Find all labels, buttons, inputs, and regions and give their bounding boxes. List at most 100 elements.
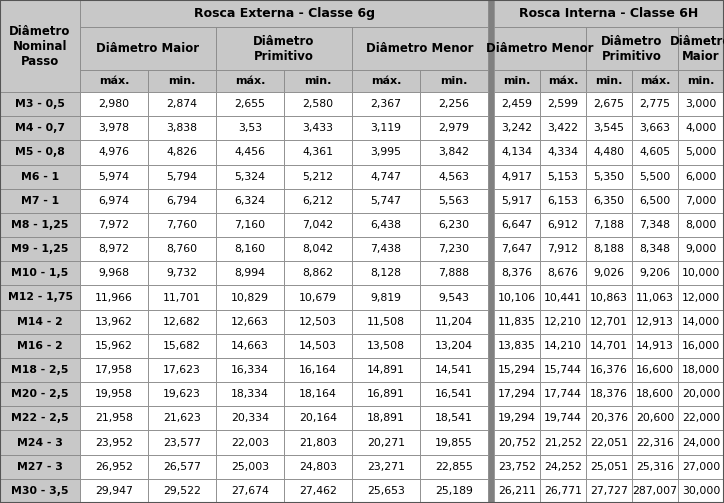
Bar bbox=[352, 92, 420, 116]
Text: 15,682: 15,682 bbox=[163, 341, 201, 351]
Bar bbox=[0, 140, 80, 164]
Text: 19,855: 19,855 bbox=[435, 438, 473, 448]
Text: 16,600: 16,600 bbox=[636, 365, 674, 375]
Bar bbox=[284, 140, 352, 164]
Text: 7,888: 7,888 bbox=[439, 268, 469, 278]
Text: 11,204: 11,204 bbox=[435, 317, 473, 326]
Bar bbox=[284, 213, 352, 237]
Bar bbox=[494, 334, 540, 358]
Text: 7,647: 7,647 bbox=[502, 244, 532, 254]
Text: 25,316: 25,316 bbox=[636, 462, 674, 472]
Bar bbox=[80, 431, 148, 455]
Bar bbox=[216, 455, 284, 479]
Text: 14,663: 14,663 bbox=[231, 341, 269, 351]
Bar bbox=[216, 261, 284, 285]
Bar bbox=[540, 406, 586, 431]
Bar bbox=[586, 92, 632, 116]
Text: M22 - 2,5: M22 - 2,5 bbox=[11, 413, 69, 424]
Text: 9,732: 9,732 bbox=[167, 268, 198, 278]
Text: 12,663: 12,663 bbox=[231, 317, 269, 326]
Bar bbox=[540, 479, 586, 503]
Bar bbox=[678, 92, 724, 116]
Bar bbox=[488, 0, 494, 503]
Text: 11,701: 11,701 bbox=[163, 293, 201, 302]
Bar bbox=[586, 382, 632, 406]
Text: 27,000: 27,000 bbox=[682, 462, 720, 472]
Text: 10,863: 10,863 bbox=[590, 293, 628, 302]
Bar bbox=[148, 479, 216, 503]
Bar bbox=[632, 237, 678, 261]
Text: M18 - 2,5: M18 - 2,5 bbox=[12, 365, 69, 375]
Text: máx.: máx. bbox=[640, 76, 670, 86]
Text: 17,958: 17,958 bbox=[95, 365, 133, 375]
Text: 13,835: 13,835 bbox=[498, 341, 536, 351]
Text: 6,912: 6,912 bbox=[547, 220, 578, 230]
Bar bbox=[216, 406, 284, 431]
Bar bbox=[678, 27, 724, 70]
Text: 18,376: 18,376 bbox=[590, 389, 628, 399]
Text: 26,211: 26,211 bbox=[498, 486, 536, 496]
Bar bbox=[420, 189, 488, 213]
Text: Rosca Externa - Classe 6g: Rosca Externa - Classe 6g bbox=[193, 7, 374, 20]
Text: máx.: máx. bbox=[548, 76, 578, 86]
Bar bbox=[678, 116, 724, 140]
Text: 21,958: 21,958 bbox=[95, 413, 133, 424]
Bar bbox=[632, 455, 678, 479]
Bar bbox=[0, 334, 80, 358]
Text: 4,826: 4,826 bbox=[167, 147, 198, 157]
Bar bbox=[148, 358, 216, 382]
Bar bbox=[148, 406, 216, 431]
Text: 8,994: 8,994 bbox=[235, 268, 266, 278]
Text: 16,891: 16,891 bbox=[367, 389, 405, 399]
Bar bbox=[216, 70, 284, 92]
Text: 23,271: 23,271 bbox=[367, 462, 405, 472]
Text: 20,334: 20,334 bbox=[231, 413, 269, 424]
Bar bbox=[540, 285, 586, 309]
Bar bbox=[494, 406, 540, 431]
Bar bbox=[0, 213, 80, 237]
Bar bbox=[284, 92, 352, 116]
Bar bbox=[216, 334, 284, 358]
Bar bbox=[148, 309, 216, 334]
Text: 6,324: 6,324 bbox=[235, 196, 266, 206]
Bar bbox=[216, 431, 284, 455]
Bar bbox=[216, 285, 284, 309]
Bar bbox=[678, 382, 724, 406]
Bar bbox=[586, 406, 632, 431]
Bar bbox=[678, 189, 724, 213]
Bar bbox=[420, 213, 488, 237]
Text: 6,438: 6,438 bbox=[371, 220, 402, 230]
Bar bbox=[352, 261, 420, 285]
Text: 20,600: 20,600 bbox=[636, 413, 674, 424]
Bar bbox=[284, 189, 352, 213]
Bar bbox=[494, 70, 540, 92]
Text: 12,682: 12,682 bbox=[163, 317, 201, 326]
Bar bbox=[540, 92, 586, 116]
Bar bbox=[540, 116, 586, 140]
Bar bbox=[540, 70, 586, 92]
Bar bbox=[284, 237, 352, 261]
Text: 5,747: 5,747 bbox=[371, 196, 402, 206]
Text: 18,600: 18,600 bbox=[636, 389, 674, 399]
Bar bbox=[632, 479, 678, 503]
Bar bbox=[540, 140, 586, 164]
Bar bbox=[284, 431, 352, 455]
Bar bbox=[420, 70, 488, 92]
Bar bbox=[352, 237, 420, 261]
Bar bbox=[216, 189, 284, 213]
Bar bbox=[0, 189, 80, 213]
Bar bbox=[80, 0, 488, 27]
Text: 12,000: 12,000 bbox=[682, 293, 720, 302]
Bar bbox=[494, 92, 540, 116]
Bar bbox=[678, 431, 724, 455]
Text: 14,000: 14,000 bbox=[682, 317, 720, 326]
Bar bbox=[148, 285, 216, 309]
Text: 4,334: 4,334 bbox=[547, 147, 578, 157]
Text: 3,242: 3,242 bbox=[502, 123, 532, 133]
Text: M5 - 0,8: M5 - 0,8 bbox=[15, 147, 65, 157]
Text: 26,577: 26,577 bbox=[163, 462, 201, 472]
Text: min.: min. bbox=[687, 76, 715, 86]
Text: M16 - 2: M16 - 2 bbox=[17, 341, 63, 351]
Text: 6,000: 6,000 bbox=[686, 172, 717, 182]
Bar bbox=[586, 116, 632, 140]
